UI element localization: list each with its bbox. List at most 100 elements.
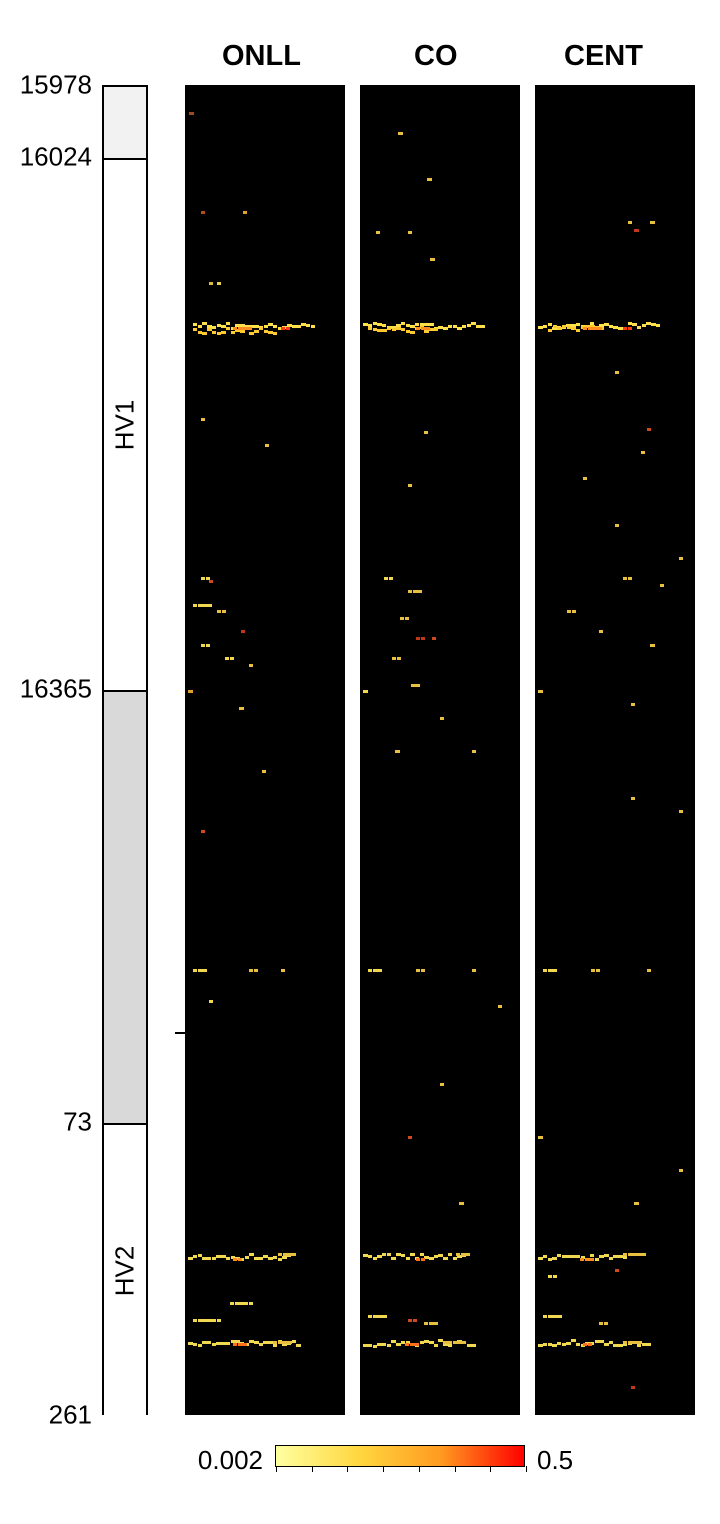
heatmap-cell <box>209 580 213 583</box>
heatmap-cell <box>430 258 434 261</box>
heatmap-cell <box>465 1253 469 1256</box>
heatmap-cell <box>623 1256 627 1259</box>
heatmap-cell <box>397 657 401 660</box>
heatmap-panel-co <box>360 85 520 1415</box>
heatmap-cell <box>249 1253 253 1256</box>
heatmap-cell <box>226 327 230 330</box>
heatmap-cell <box>628 327 632 330</box>
heatmap-cell <box>286 327 290 330</box>
heatmap-cell <box>548 329 552 332</box>
heatmap-cell <box>609 1341 613 1344</box>
heatmap-cell <box>615 524 619 527</box>
heatmap-cell <box>459 1202 463 1205</box>
heatmap-cell <box>391 1257 395 1260</box>
heatmap-cell <box>230 657 234 660</box>
heatmap-cell <box>628 221 632 224</box>
heatmap-cell <box>287 1341 291 1344</box>
col-header-onll: ONLL <box>222 40 301 73</box>
heatmap-cell <box>433 1322 437 1325</box>
heatmap-cell <box>417 590 421 593</box>
heatmap-cell <box>660 584 664 587</box>
heatmap-cell <box>408 231 412 234</box>
colorbar-tick <box>276 1466 277 1472</box>
colorbar-tick <box>347 1466 348 1472</box>
heatmap-cell <box>596 969 600 972</box>
heatmap-cell <box>202 332 206 335</box>
colorbar-tick <box>312 1466 313 1472</box>
heatmap-cell <box>398 132 402 135</box>
heatmap-cell <box>440 1083 444 1086</box>
heatmap-cell <box>421 969 425 972</box>
heatmap-cell <box>481 325 485 328</box>
heatmap-cell <box>382 1315 386 1318</box>
heatmap-cell <box>427 178 431 181</box>
heatmap-cell <box>589 1258 593 1261</box>
heatmap-cell <box>538 1136 542 1139</box>
heatmap-cell <box>599 630 603 633</box>
y-tick: 16024 <box>20 141 92 172</box>
heatmap-cell <box>408 484 412 487</box>
heatmap-cell <box>604 1343 608 1346</box>
colorbar-gradient <box>275 1445 525 1467</box>
heatmap-cell <box>597 327 601 330</box>
heatmap-cell <box>641 451 645 454</box>
heatmap-cell <box>443 1257 447 1260</box>
region-label: HV2 <box>110 1245 141 1296</box>
heatmap-cell <box>424 431 428 434</box>
heatmap-cell <box>249 1302 253 1305</box>
heatmap-cell <box>254 969 258 972</box>
y-tick: 16365 <box>20 673 92 704</box>
heatmap-cell <box>566 1342 570 1345</box>
heatmap-cell <box>410 1253 414 1256</box>
heatmap-cell <box>265 444 269 447</box>
heatmap-cell <box>207 604 211 607</box>
heatmap-cell <box>552 969 556 972</box>
heatmap-cell <box>414 1343 418 1346</box>
heatmap-cell <box>448 1253 452 1256</box>
heatmap-cell <box>292 1340 296 1343</box>
heatmap-cell <box>198 325 202 328</box>
heatmap-cell <box>376 231 380 234</box>
heatmap-cell <box>650 221 654 224</box>
heatmap-cell <box>472 750 476 753</box>
heatmap-cell <box>245 1256 249 1259</box>
heatmap-cell <box>572 610 576 613</box>
heatmap-cell <box>206 644 210 647</box>
heatmap-cell <box>637 1341 641 1344</box>
heatmap-cell <box>557 1315 561 1318</box>
heatmap-cell <box>296 1344 300 1347</box>
heatmap-cell <box>209 282 213 285</box>
heatmap-cell <box>647 428 651 431</box>
heatmap-cell <box>656 324 660 327</box>
heatmap-cell <box>241 630 245 633</box>
heatmap-cell <box>363 690 367 693</box>
heatmap-cell <box>646 1343 650 1346</box>
colorbar-tick <box>455 1466 456 1472</box>
heatmap-cell <box>188 690 192 693</box>
heatmap-cell <box>408 1136 412 1139</box>
heatmap-cell <box>221 331 225 334</box>
heatmap-cell <box>538 690 542 693</box>
col-header-cent: CENT <box>564 40 643 73</box>
region-divider <box>104 158 146 160</box>
heatmap-cell <box>395 750 399 753</box>
heatmap-cell <box>201 211 205 214</box>
y-tick: 15978 <box>20 70 92 101</box>
heatmap-cell <box>553 1275 557 1278</box>
colorbar-tick <box>526 1466 527 1472</box>
heatmap-cell <box>552 1257 556 1260</box>
heatmap-cell <box>410 331 414 334</box>
region-segment <box>104 87 146 159</box>
region-label: HV1 <box>110 400 141 451</box>
heatmap-cell <box>647 969 651 972</box>
colorbar-min-label: 0.002 <box>198 1445 263 1476</box>
heatmap-cell <box>201 418 205 421</box>
region-segment <box>104 691 146 1125</box>
heatmap-cell <box>240 330 244 333</box>
heatmap-cell <box>217 282 221 285</box>
heatmap-cell <box>615 1269 619 1272</box>
region-bar: HV1 HV2 <box>102 85 148 1415</box>
heatmap-cell <box>631 797 635 800</box>
panel-left-tick <box>175 1032 185 1034</box>
heatmap-cell <box>243 211 247 214</box>
